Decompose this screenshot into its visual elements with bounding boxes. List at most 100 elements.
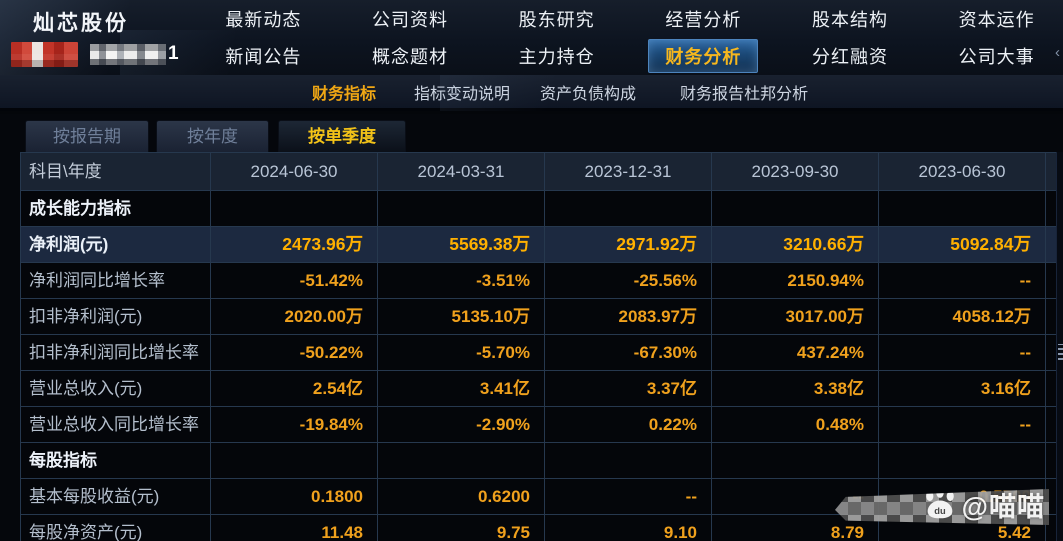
cell-value: 2473.96万 bbox=[211, 227, 378, 262]
nav-item-row2-3[interactable]: 财务分析 bbox=[648, 39, 759, 74]
table-row: 每股净资产(元) 11.48 9.75 9.10 8.79 5.42 bbox=[21, 515, 1056, 541]
redacted-stock-code: 1 bbox=[90, 43, 186, 66]
tab-2[interactable]: 按单季度 bbox=[278, 120, 406, 152]
cell-value: -- bbox=[879, 263, 1046, 298]
cell-value: 5.42 bbox=[879, 515, 1046, 541]
cell-value: 3210.66万 bbox=[712, 227, 879, 262]
subnav-item-4[interactable]: 杜邦分析 bbox=[744, 85, 809, 103]
nav-item-row2-1[interactable]: 概念题材 bbox=[371, 47, 448, 68]
cell-value: 437.24% bbox=[712, 335, 879, 370]
row-filler bbox=[1046, 191, 1056, 226]
cell-value: 8.79 bbox=[712, 515, 879, 541]
row-label: 扣非净利润同比增长率 bbox=[21, 335, 211, 370]
column-header-4: 2023-06-30 bbox=[879, 153, 1046, 190]
cell-value: 3.37亿 bbox=[545, 371, 712, 406]
watermark-text: @喵喵 bbox=[961, 492, 1045, 522]
tab-1[interactable]: 按年度 bbox=[156, 120, 269, 152]
cell-value bbox=[378, 191, 545, 226]
header-filler bbox=[1046, 153, 1056, 190]
cell-value: 3.16亿 bbox=[879, 371, 1046, 406]
sub-nav: 财务指标 指标变动说明 资产负债构成 财务报告 杜邦分析 bbox=[0, 75, 1063, 111]
cell-value: 2.54亿 bbox=[211, 371, 378, 406]
subnav-item-3[interactable]: 财务报告 bbox=[680, 85, 745, 103]
row-filler bbox=[1046, 263, 1056, 298]
cell-value: -- bbox=[879, 407, 1046, 442]
stock-name: 灿芯股份 bbox=[33, 12, 129, 35]
cell-value: 3017.00万 bbox=[712, 299, 879, 334]
cell-value: 11.48 bbox=[211, 515, 378, 541]
corner-header-label: 科目\年度 bbox=[21, 153, 211, 190]
cell-value: 2971.92万 bbox=[545, 227, 712, 262]
nav-item-row1-2[interactable]: 股东研究 bbox=[518, 9, 595, 30]
row-filler bbox=[1046, 227, 1056, 262]
row-filler bbox=[1046, 443, 1056, 478]
cell-value: 3.41亿 bbox=[378, 371, 545, 406]
cell-value bbox=[712, 191, 879, 226]
subnav-item-2[interactable]: 资产负债构成 bbox=[540, 85, 637, 103]
table-row: 营业总收入(元) 2.54亿 3.41亿 3.37亿 3.38亿 3.16亿 bbox=[21, 371, 1056, 407]
row-filler bbox=[1046, 299, 1056, 334]
cell-value bbox=[378, 443, 545, 478]
row-label: 扣非净利润(元) bbox=[21, 299, 211, 334]
nav-item-row1-4[interactable]: 股本结构 bbox=[811, 9, 888, 30]
nav-item-row1-3[interactable]: 经营分析 bbox=[665, 9, 742, 30]
cell-value: 2083.97万 bbox=[545, 299, 712, 334]
cell-value: 2020.00万 bbox=[211, 299, 378, 334]
cell-value: -51.42% bbox=[211, 263, 378, 298]
main-nav: 最新动态 公司资料 股东研究 经营分析 股本结构 资本运作新闻公告 概念题材 主力持仓 财务分析… bbox=[190, 0, 1063, 75]
cell-value: -50.22% bbox=[211, 335, 378, 370]
cell-value: -2.90% bbox=[378, 407, 545, 442]
scrollbar-grip-icon[interactable] bbox=[1058, 344, 1063, 360]
cell-value bbox=[211, 443, 378, 478]
cell-value bbox=[879, 191, 1046, 226]
row-filler bbox=[1046, 407, 1056, 442]
cell-value bbox=[545, 191, 712, 226]
cell-value: 5569.38万 bbox=[378, 227, 545, 262]
row-label: 净利润(元) bbox=[21, 227, 211, 262]
row-filler bbox=[1046, 335, 1056, 370]
table-header-row: 科目\年度 2024-06-30 2024-03-31 2023-12-31 2023… bbox=[21, 153, 1056, 191]
svg-text:du: du bbox=[934, 506, 946, 516]
financial-indicators-table: 科目\年度 2024-06-30 2024-03-31 2023-12-31 2023… bbox=[20, 152, 1056, 541]
row-label: 净利润同比增长率 bbox=[21, 263, 211, 298]
row-label: 成长能力指标 bbox=[21, 191, 211, 226]
table-row: 每股指标 bbox=[21, 443, 1056, 479]
nav-item-row2-2[interactable]: 主力持仓 bbox=[518, 47, 595, 68]
row-label: 每股指标 bbox=[21, 443, 211, 478]
nav-item-row1-5[interactable]: 资本运作 bbox=[958, 9, 1035, 30]
cell-value: 0.22% bbox=[545, 407, 712, 442]
table-row: 营业总收入同比增长率 -19.84% -2.90% 0.22% 0.48% -- bbox=[21, 407, 1056, 443]
cell-value bbox=[211, 191, 378, 226]
cell-value: 9.75 bbox=[378, 515, 545, 541]
table-row: 净利润同比增长率 -51.42% -3.51% -25.56% 2150.94% -- bbox=[21, 263, 1056, 299]
vertical-scrollbar[interactable] bbox=[1056, 152, 1063, 541]
column-header-2: 2023-12-31 bbox=[545, 153, 712, 190]
cell-value: 3.38亿 bbox=[712, 371, 879, 406]
tab-0[interactable]: 按报告期 bbox=[25, 120, 149, 152]
nav-item-row2-4[interactable]: 分红融资 bbox=[811, 47, 888, 68]
table-row: 扣非净利润同比增长率 -50.22% -5.70% -67.30% 437.24% -- bbox=[21, 335, 1056, 371]
subnav-item-1[interactable]: 指标变动说明 bbox=[414, 85, 511, 103]
cell-value: -3.51% bbox=[378, 263, 545, 298]
cell-value: -67.30% bbox=[545, 335, 712, 370]
row-filler bbox=[1046, 371, 1056, 406]
stock-code-row: 1 bbox=[11, 41, 186, 67]
cell-value: 5135.10万 bbox=[378, 299, 545, 334]
cell-value: 0.6200 bbox=[378, 479, 545, 514]
nav-item-row2-5[interactable]: 公司大事 bbox=[958, 47, 1035, 68]
nav-item-row1-1[interactable]: 公司资料 bbox=[371, 9, 448, 30]
column-header-3: 2023-09-30 bbox=[712, 153, 879, 190]
row-label: 营业总收入同比增长率 bbox=[21, 407, 211, 442]
cell-value: 0.48% bbox=[712, 407, 879, 442]
nav-item-row1-0[interactable]: 最新动态 bbox=[225, 9, 302, 30]
redacted-market-badge bbox=[11, 41, 78, 67]
cell-value: -25.56% bbox=[545, 263, 712, 298]
cell-value: -- bbox=[879, 335, 1046, 370]
nav-item-row2-0[interactable]: 新闻公告 bbox=[225, 47, 302, 68]
pixelated-code-blocks bbox=[90, 43, 166, 65]
chevron-left-icon[interactable]: ‹ bbox=[1055, 44, 1060, 61]
subnav-item-0[interactable]: 财务指标 bbox=[312, 85, 377, 103]
cell-value: 4058.12万 bbox=[879, 299, 1046, 334]
row-label: 每股净资产(元) bbox=[21, 515, 211, 541]
